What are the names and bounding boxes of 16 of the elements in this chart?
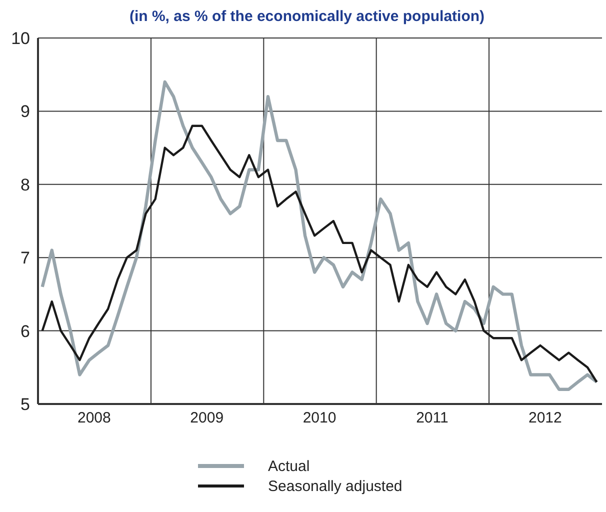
y-tick-label: 7 xyxy=(20,248,30,268)
line-series xyxy=(40,80,598,391)
y-tick-label: 6 xyxy=(20,322,30,341)
x-tick-label: 2010 xyxy=(302,410,336,427)
y-tick-label: 10 xyxy=(11,29,30,48)
y-tick-label: 8 xyxy=(20,175,30,194)
line-series xyxy=(41,124,598,384)
y-tick-label: 5 xyxy=(20,395,30,414)
x-tick-label: 2011 xyxy=(416,410,448,427)
x-tick-label: 2009 xyxy=(190,410,224,427)
y-tick-label: 9 xyxy=(20,102,30,122)
legend-label: Seasonally adjusted xyxy=(268,478,402,494)
x-tick-label: 2008 xyxy=(77,410,111,427)
legend-label: Actual xyxy=(268,458,310,474)
chart-subtitle: (in %, as % of the economically active population) xyxy=(128,8,486,25)
x-tick-label: 2012 xyxy=(528,410,562,427)
